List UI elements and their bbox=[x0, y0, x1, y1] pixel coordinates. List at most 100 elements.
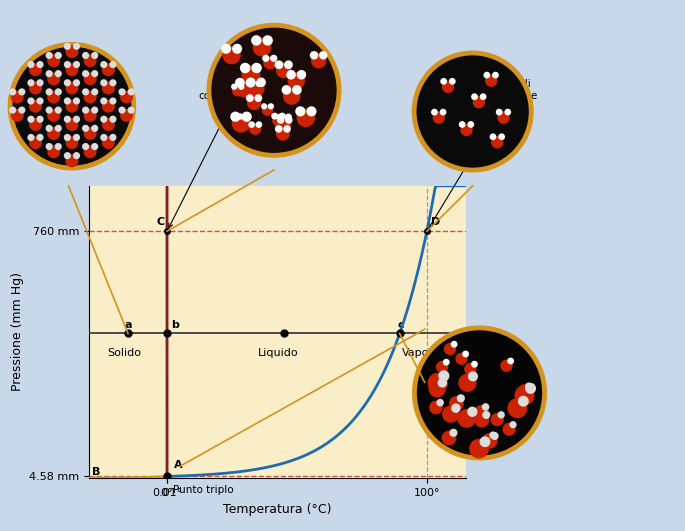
Circle shape bbox=[73, 116, 80, 123]
Circle shape bbox=[467, 121, 474, 128]
Circle shape bbox=[471, 93, 478, 100]
Text: b: b bbox=[171, 320, 179, 330]
Circle shape bbox=[268, 103, 274, 109]
Circle shape bbox=[261, 103, 267, 109]
Circle shape bbox=[223, 46, 241, 64]
Circle shape bbox=[47, 72, 60, 85]
Circle shape bbox=[282, 85, 291, 95]
Circle shape bbox=[286, 70, 296, 80]
Circle shape bbox=[444, 343, 456, 355]
Circle shape bbox=[475, 405, 488, 419]
Circle shape bbox=[73, 97, 80, 105]
Circle shape bbox=[442, 406, 460, 423]
Circle shape bbox=[479, 436, 490, 447]
Circle shape bbox=[498, 133, 505, 140]
Circle shape bbox=[110, 134, 116, 141]
Circle shape bbox=[102, 63, 115, 76]
Circle shape bbox=[288, 72, 305, 90]
Circle shape bbox=[55, 107, 62, 114]
Circle shape bbox=[457, 394, 465, 402]
Circle shape bbox=[271, 113, 278, 119]
Circle shape bbox=[500, 359, 512, 372]
Circle shape bbox=[238, 115, 249, 126]
Circle shape bbox=[65, 63, 78, 76]
Circle shape bbox=[55, 70, 62, 77]
Circle shape bbox=[91, 143, 98, 150]
Text: D: D bbox=[431, 217, 440, 227]
Text: Punto triplo: Punto triplo bbox=[173, 484, 234, 494]
Circle shape bbox=[429, 400, 443, 414]
Circle shape bbox=[311, 53, 326, 68]
Circle shape bbox=[246, 78, 256, 88]
Circle shape bbox=[237, 113, 243, 120]
Circle shape bbox=[230, 112, 240, 122]
Circle shape bbox=[84, 127, 97, 140]
Circle shape bbox=[84, 145, 97, 158]
Circle shape bbox=[64, 43, 71, 50]
Circle shape bbox=[36, 116, 44, 123]
Circle shape bbox=[84, 91, 97, 104]
Circle shape bbox=[100, 134, 108, 141]
Circle shape bbox=[276, 62, 292, 78]
Circle shape bbox=[64, 61, 71, 68]
Circle shape bbox=[64, 79, 71, 87]
Circle shape bbox=[55, 88, 62, 96]
Circle shape bbox=[247, 80, 264, 97]
Circle shape bbox=[483, 434, 497, 449]
Circle shape bbox=[525, 383, 536, 394]
Circle shape bbox=[246, 78, 256, 87]
Circle shape bbox=[270, 55, 277, 62]
Circle shape bbox=[9, 107, 16, 114]
Circle shape bbox=[29, 81, 42, 95]
Circle shape bbox=[82, 70, 89, 77]
Circle shape bbox=[102, 100, 115, 113]
Circle shape bbox=[297, 108, 315, 127]
Circle shape bbox=[277, 114, 284, 121]
Circle shape bbox=[443, 359, 449, 366]
Circle shape bbox=[47, 91, 60, 104]
Circle shape bbox=[110, 97, 116, 105]
Circle shape bbox=[464, 363, 477, 375]
Circle shape bbox=[306, 106, 316, 116]
Circle shape bbox=[460, 124, 473, 136]
Circle shape bbox=[277, 116, 284, 124]
Circle shape bbox=[91, 107, 98, 114]
Circle shape bbox=[18, 88, 25, 96]
Circle shape bbox=[29, 136, 42, 149]
Circle shape bbox=[275, 61, 284, 69]
Circle shape bbox=[438, 370, 449, 381]
Circle shape bbox=[47, 109, 60, 122]
Circle shape bbox=[82, 107, 89, 114]
Circle shape bbox=[46, 52, 53, 59]
Text: Vapore: Vapore bbox=[402, 348, 441, 358]
Circle shape bbox=[432, 112, 445, 124]
Circle shape bbox=[468, 371, 478, 381]
Circle shape bbox=[65, 118, 78, 131]
Circle shape bbox=[256, 121, 262, 128]
Circle shape bbox=[119, 107, 125, 114]
Circle shape bbox=[91, 52, 98, 59]
Circle shape bbox=[73, 43, 80, 50]
Circle shape bbox=[254, 94, 262, 102]
Circle shape bbox=[449, 396, 464, 411]
Circle shape bbox=[11, 91, 24, 104]
Text: Liquido: Liquido bbox=[258, 348, 299, 358]
Circle shape bbox=[497, 411, 505, 418]
Circle shape bbox=[248, 121, 255, 128]
Circle shape bbox=[27, 61, 34, 68]
Circle shape bbox=[490, 133, 497, 140]
Circle shape bbox=[65, 45, 78, 58]
Circle shape bbox=[436, 361, 448, 373]
Text: B: B bbox=[92, 467, 100, 477]
Circle shape bbox=[440, 78, 447, 84]
Circle shape bbox=[47, 145, 60, 158]
Circle shape bbox=[46, 107, 53, 114]
Circle shape bbox=[438, 378, 447, 388]
Circle shape bbox=[73, 61, 80, 68]
Circle shape bbox=[29, 100, 42, 113]
Circle shape bbox=[518, 384, 532, 398]
Circle shape bbox=[65, 155, 78, 167]
Circle shape bbox=[240, 63, 251, 73]
Circle shape bbox=[256, 80, 262, 87]
Circle shape bbox=[127, 88, 135, 96]
